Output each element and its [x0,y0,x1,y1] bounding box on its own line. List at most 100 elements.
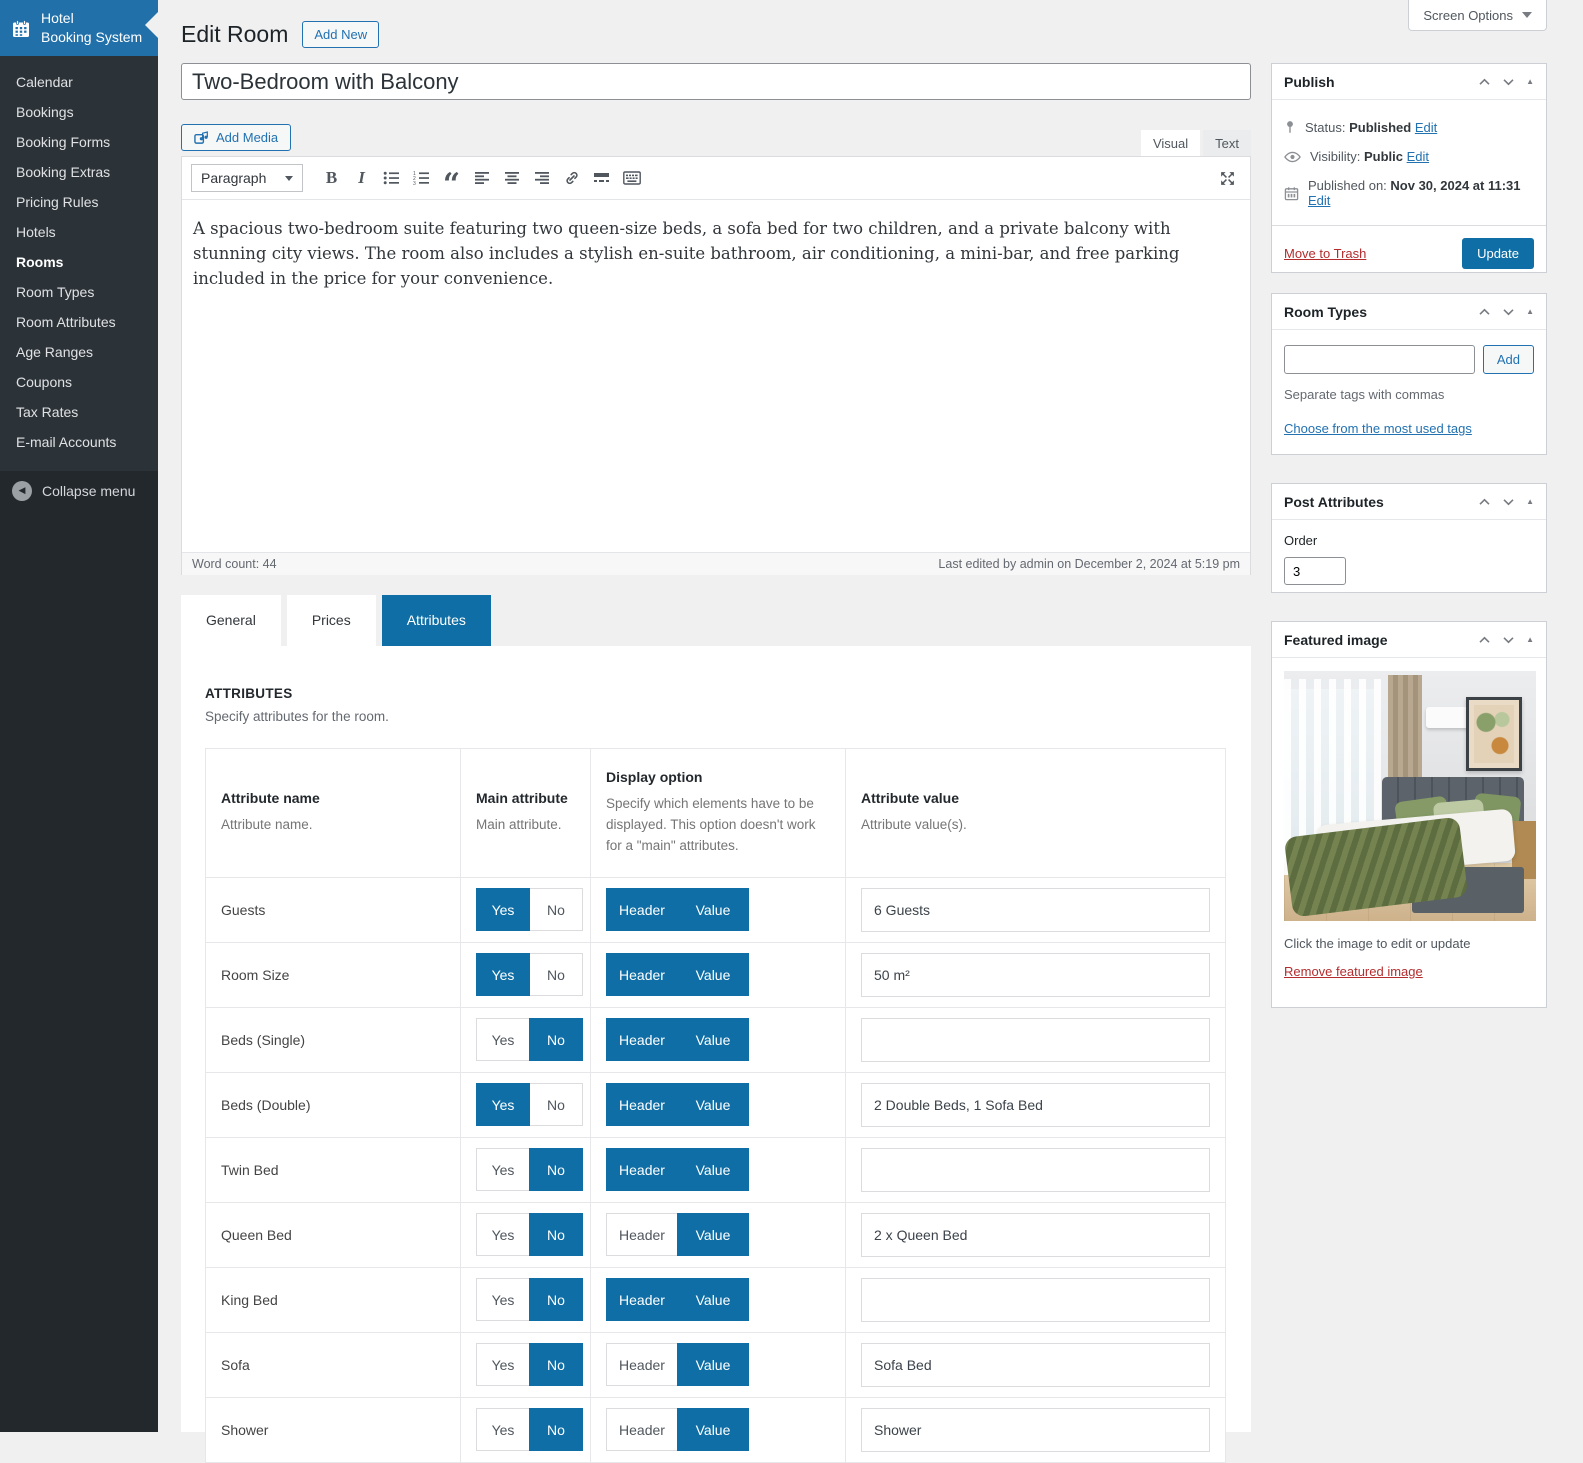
keyboard-icon[interactable] [618,165,645,192]
sidebar-item-tax-rates[interactable]: Tax Rates [16,403,79,420]
edit-published-date-link[interactable]: Edit [1308,193,1331,208]
display-option-toggle-header[interactable]: Header [606,888,678,932]
move-down-icon[interactable] [1502,498,1515,506]
attribute-value-input[interactable] [861,1147,1210,1192]
display-option-toggle-header[interactable]: Header [606,1213,678,1257]
main-attribute-toggle-no[interactable]: No [529,1343,583,1387]
display-option-toggle-value[interactable]: Value [677,1278,749,1322]
toggle-panel-icon[interactable]: ▲ [1526,76,1534,86]
main-attribute-toggle-no[interactable]: No [529,1148,583,1192]
main-attribute-toggle-yes[interactable]: Yes [476,1148,530,1192]
main-attribute-toggle[interactable]: Yes No [476,1018,583,1062]
sidebar-item-age-ranges[interactable]: Age Ranges [16,343,94,360]
display-option-toggle-value[interactable]: Value [677,1018,749,1062]
display-option-toggle-value[interactable]: Value [677,888,749,932]
move-up-icon[interactable] [1478,308,1491,316]
attribute-value-input[interactable] [861,1082,1210,1127]
plugin-brand[interactable]: Hotel Booking System [0,0,158,56]
room-types-panel-header[interactable]: Room Types ▲ [1272,294,1546,330]
bold-icon[interactable]: B [325,168,338,187]
post-title-input[interactable] [181,63,1251,100]
main-attribute-toggle[interactable]: Yes No [476,1343,583,1387]
sidebar-item-pricing-rules[interactable]: Pricing Rules [16,193,99,210]
display-option-toggle-value[interactable]: Value [677,1408,749,1452]
attribute-value-input[interactable] [861,1277,1210,1322]
room-types-input[interactable] [1284,345,1475,374]
attribute-value-input[interactable] [861,1212,1210,1257]
display-option-toggle-header[interactable]: Header [606,1083,678,1127]
screen-options-button[interactable]: Screen Options [1408,0,1547,31]
display-option-toggle-header[interactable]: Header [606,1148,678,1192]
edit-status-link[interactable]: Edit [1414,119,1438,135]
featured-image[interactable] [1284,671,1536,921]
tab-general[interactable]: General [181,595,281,646]
sidebar-item-calendar[interactable]: Calendar [16,73,73,90]
attribute-value-input[interactable] [861,952,1210,997]
move-down-icon[interactable] [1502,78,1515,86]
display-option-toggle-header[interactable]: Header [606,1343,678,1387]
align-center-icon[interactable] [498,165,525,192]
main-attribute-toggle-no[interactable]: No [529,1408,583,1452]
display-option-toggle[interactable]: Header Value [606,1083,749,1127]
fullscreen-icon[interactable] [1214,165,1241,192]
sidebar-item-booking-forms[interactable]: Booking Forms [16,133,111,150]
display-option-toggle[interactable]: Header Value [606,953,749,997]
main-attribute-toggle[interactable]: Yes No [476,1148,583,1192]
collapse-menu-button[interactable]: ◀ Collapse menu [0,471,158,511]
publish-panel-header[interactable]: Publish ▲ [1272,64,1546,100]
main-attribute-toggle-yes[interactable]: Yes [476,1083,530,1127]
move-up-icon[interactable] [1478,636,1491,644]
toggle-panel-icon[interactable]: ▲ [1526,634,1534,644]
more-tag-icon[interactable] [588,165,615,192]
sidebar-item-e-mail-accounts[interactable]: E-mail Accounts [16,433,117,450]
display-option-toggle-header[interactable]: Header [606,1018,678,1062]
tab-prices[interactable]: Prices [286,595,376,646]
move-down-icon[interactable] [1502,636,1515,644]
main-attribute-toggle-no[interactable]: No [529,1083,583,1127]
add-room-type-button[interactable]: Add [1482,345,1534,374]
main-attribute-toggle-yes[interactable]: Yes [476,953,530,997]
order-input[interactable] [1284,557,1346,585]
display-option-toggle-value[interactable]: Value [677,1213,749,1257]
main-attribute-toggle[interactable]: Yes No [476,953,583,997]
main-attribute-toggle-no[interactable]: No [529,953,583,997]
main-attribute-toggle[interactable]: Yes No [476,888,583,932]
display-option-toggle-value[interactable]: Value [677,1083,749,1127]
main-attribute-toggle[interactable]: Yes No [476,1213,583,1257]
main-attribute-toggle-yes[interactable]: Yes [476,1278,530,1322]
toggle-panel-icon[interactable]: ▲ [1526,496,1534,506]
main-attribute-toggle-yes[interactable]: Yes [476,888,530,932]
display-option-toggle-header[interactable]: Header [606,1278,678,1322]
move-up-icon[interactable] [1478,78,1491,86]
attribute-value-input[interactable] [861,1407,1210,1452]
display-option-toggle[interactable]: Header Value [606,888,749,932]
display-option-toggle[interactable]: Header Value [606,1148,749,1192]
choose-most-used-tags-link[interactable]: Choose from the most used tags [1284,421,1472,436]
tab-attributes[interactable]: Attributes [381,595,491,646]
main-attribute-toggle[interactable]: Yes No [476,1408,583,1452]
display-option-toggle[interactable]: Header Value [606,1278,749,1322]
link-icon[interactable] [558,165,585,192]
remove-featured-image-link[interactable]: Remove featured image [1284,964,1423,979]
move-up-icon[interactable] [1478,498,1491,506]
display-option-toggle-header[interactable]: Header [606,953,678,997]
add-media-button[interactable]: Add Media [181,124,292,151]
main-attribute-toggle-no[interactable]: No [529,1018,583,1062]
display-option-toggle-value[interactable]: Value [677,1343,749,1387]
main-attribute-toggle-no[interactable]: No [529,1278,583,1322]
update-button[interactable]: Update [1462,238,1534,269]
tab-visual[interactable]: Visual [1140,130,1201,158]
attribute-value-input[interactable] [861,1342,1210,1387]
move-to-trash-link[interactable]: Move to Trash [1284,246,1367,261]
paragraph-format-select[interactable]: Paragraph [191,164,303,192]
main-attribute-toggle-yes[interactable]: Yes [476,1408,530,1452]
sidebar-item-room-attributes[interactable]: Room Attributes [16,313,116,330]
display-option-toggle-value[interactable]: Value [677,1148,749,1192]
align-left-icon[interactable] [468,165,495,192]
display-option-toggle[interactable]: Header Value [606,1408,749,1452]
tab-text[interactable]: Text [1203,130,1251,158]
move-down-icon[interactable] [1502,308,1515,316]
main-attribute-toggle-yes[interactable]: Yes [476,1343,530,1387]
sidebar-item-booking-extras[interactable]: Booking Extras [16,163,111,180]
attribute-value-input[interactable] [861,1017,1210,1062]
